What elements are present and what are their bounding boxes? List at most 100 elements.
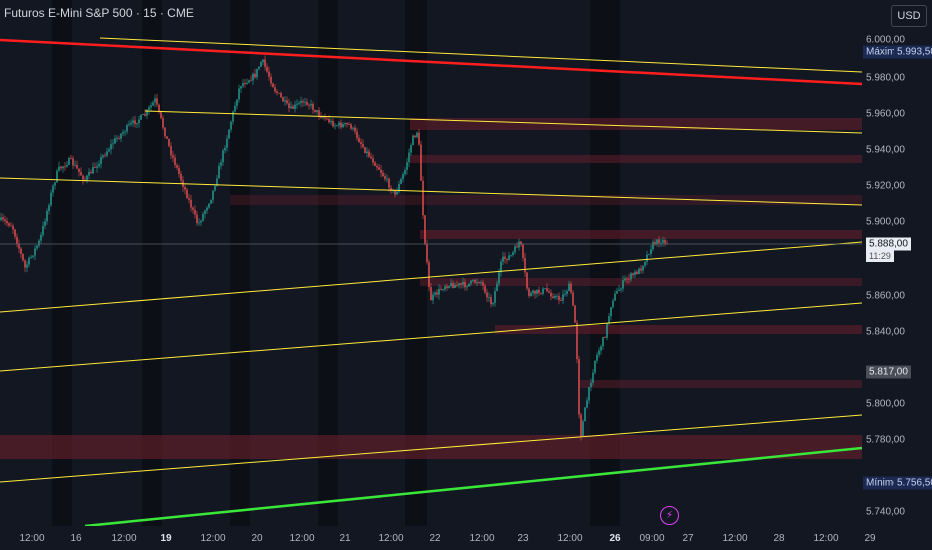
candle-body: [380, 169, 382, 173]
candle-body: [530, 292, 532, 296]
candle-body: [526, 272, 528, 289]
yellow-trendline[interactable]: [0, 177, 863, 206]
candle-body: [116, 137, 118, 139]
candle-body: [600, 346, 602, 351]
candle-body: [184, 186, 186, 190]
candle-body: [92, 166, 94, 174]
candle-body: [280, 93, 282, 98]
candle-body: [660, 242, 662, 244]
time-axis[interactable]: [0, 526, 932, 550]
candle-body: [426, 244, 428, 263]
candle-body: [88, 171, 90, 176]
candle-body: [572, 292, 574, 306]
candle-body: [568, 283, 570, 292]
candle-body: [354, 127, 356, 132]
candle-body: [180, 173, 182, 181]
candle-body: [304, 101, 306, 103]
candle-body: [176, 165, 178, 168]
off-session-band: [230, 0, 250, 526]
yellow-trendline[interactable]: [0, 414, 863, 483]
candle-body: [634, 271, 636, 275]
candle-body: [36, 245, 38, 249]
candle-body: [84, 179, 86, 181]
price-axis[interactable]: [862, 0, 932, 550]
off-session-band: [142, 0, 162, 526]
candle-body: [408, 152, 410, 163]
candle-body: [552, 296, 554, 298]
candle-body: [658, 239, 660, 244]
candle-body: [122, 132, 124, 134]
candle-body: [640, 268, 642, 271]
candle-body: [396, 191, 398, 195]
time-label: 27: [682, 533, 694, 544]
candle-body: [484, 285, 486, 293]
yellow-trendline[interactable]: [0, 241, 863, 313]
time-label: 12:00: [722, 533, 748, 544]
candle-body: [230, 121, 232, 130]
candle-body: [234, 105, 236, 112]
candle-body: [416, 132, 418, 138]
candle-body: [450, 283, 452, 286]
candle-body: [110, 144, 112, 150]
candle-body: [150, 105, 152, 108]
candle-body: [528, 288, 530, 296]
candle-body: [244, 83, 246, 84]
candle-body: [470, 280, 472, 284]
candle-body: [210, 199, 212, 204]
candle-body: [148, 107, 150, 110]
candle-body: [666, 243, 668, 245]
candle-body: [372, 158, 374, 163]
currency-button[interactable]: USD: [891, 5, 927, 27]
green-trendline[interactable]: [84, 446, 863, 528]
candle-body: [444, 286, 446, 290]
candle-body: [654, 242, 656, 245]
candle-body: [394, 189, 396, 195]
candle-body: [24, 260, 26, 268]
candle-body: [10, 225, 12, 227]
candle-body: [286, 100, 288, 104]
yellow-trendline[interactable]: [99, 37, 863, 73]
candle-body: [538, 289, 540, 293]
candle-body: [440, 288, 442, 290]
candle-body: [490, 297, 492, 305]
candle-body: [402, 174, 404, 179]
candle-body: [40, 234, 42, 241]
candle-body: [438, 288, 440, 295]
yellow-trendline[interactable]: [0, 302, 863, 372]
candle-body: [108, 149, 110, 152]
candle-body: [606, 323, 608, 338]
time-label: 28: [773, 533, 785, 544]
candle-body: [270, 76, 272, 84]
candle-body: [156, 98, 158, 105]
candle-body: [220, 162, 222, 166]
time-label: 12:00: [469, 533, 495, 544]
candle-body: [516, 246, 518, 248]
candle-body: [124, 131, 126, 133]
candle-body: [306, 101, 308, 105]
candle-body: [316, 110, 318, 112]
candle-body: [254, 73, 256, 78]
trendlines: [0, 37, 863, 528]
candle-body: [308, 104, 310, 106]
time-label: 12:00: [813, 533, 839, 544]
candle-body: [604, 337, 606, 338]
yellow-trendline[interactable]: [144, 110, 863, 134]
candle-body: [188, 198, 190, 200]
candle-body: [60, 166, 62, 169]
price-zone: [0, 435, 862, 459]
lightning-icon[interactable]: ⚡: [660, 506, 679, 525]
candle-body: [206, 207, 208, 211]
candle-body: [644, 261, 646, 266]
candle-body: [428, 262, 430, 287]
max-label: Máximo: [863, 45, 905, 59]
candle-body: [648, 253, 650, 255]
candle-body: [482, 282, 484, 286]
red-trendline[interactable]: [0, 38, 863, 86]
candle-body: [66, 164, 68, 167]
candle-body: [388, 178, 390, 188]
min-value: 5.756,50: [894, 476, 932, 490]
candle-body: [14, 229, 16, 237]
candle-body: [554, 295, 556, 298]
candle-body: [636, 271, 638, 275]
